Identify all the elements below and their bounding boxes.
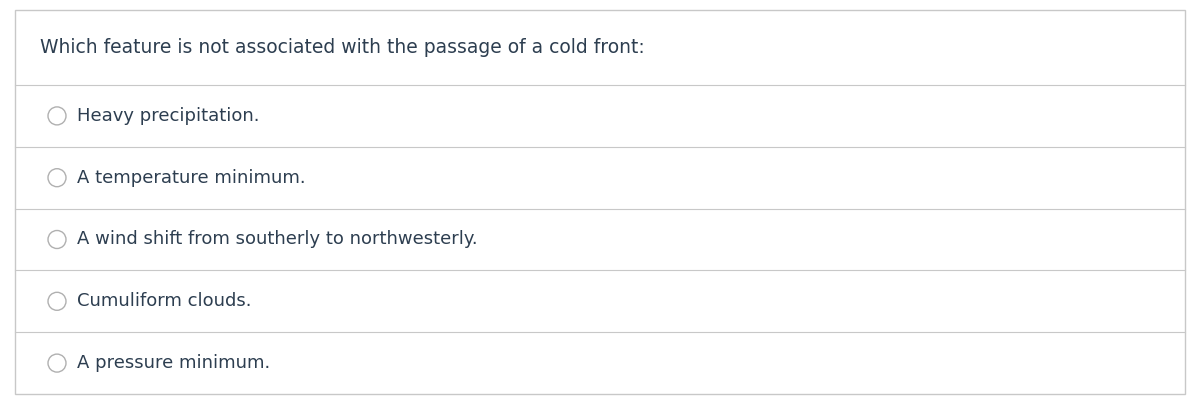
Ellipse shape (48, 107, 66, 125)
Ellipse shape (48, 169, 66, 187)
Text: A pressure minimum.: A pressure minimum. (77, 354, 270, 372)
Text: Which feature is not associated with the passage of a cold front:: Which feature is not associated with the… (40, 38, 644, 57)
Ellipse shape (48, 231, 66, 248)
Text: Heavy precipitation.: Heavy precipitation. (77, 107, 259, 125)
Ellipse shape (48, 292, 66, 310)
Text: A temperature minimum.: A temperature minimum. (77, 169, 306, 187)
Text: A wind shift from southerly to northwesterly.: A wind shift from southerly to northwest… (77, 231, 478, 248)
Ellipse shape (48, 354, 66, 372)
Text: Cumuliform clouds.: Cumuliform clouds. (77, 292, 252, 310)
